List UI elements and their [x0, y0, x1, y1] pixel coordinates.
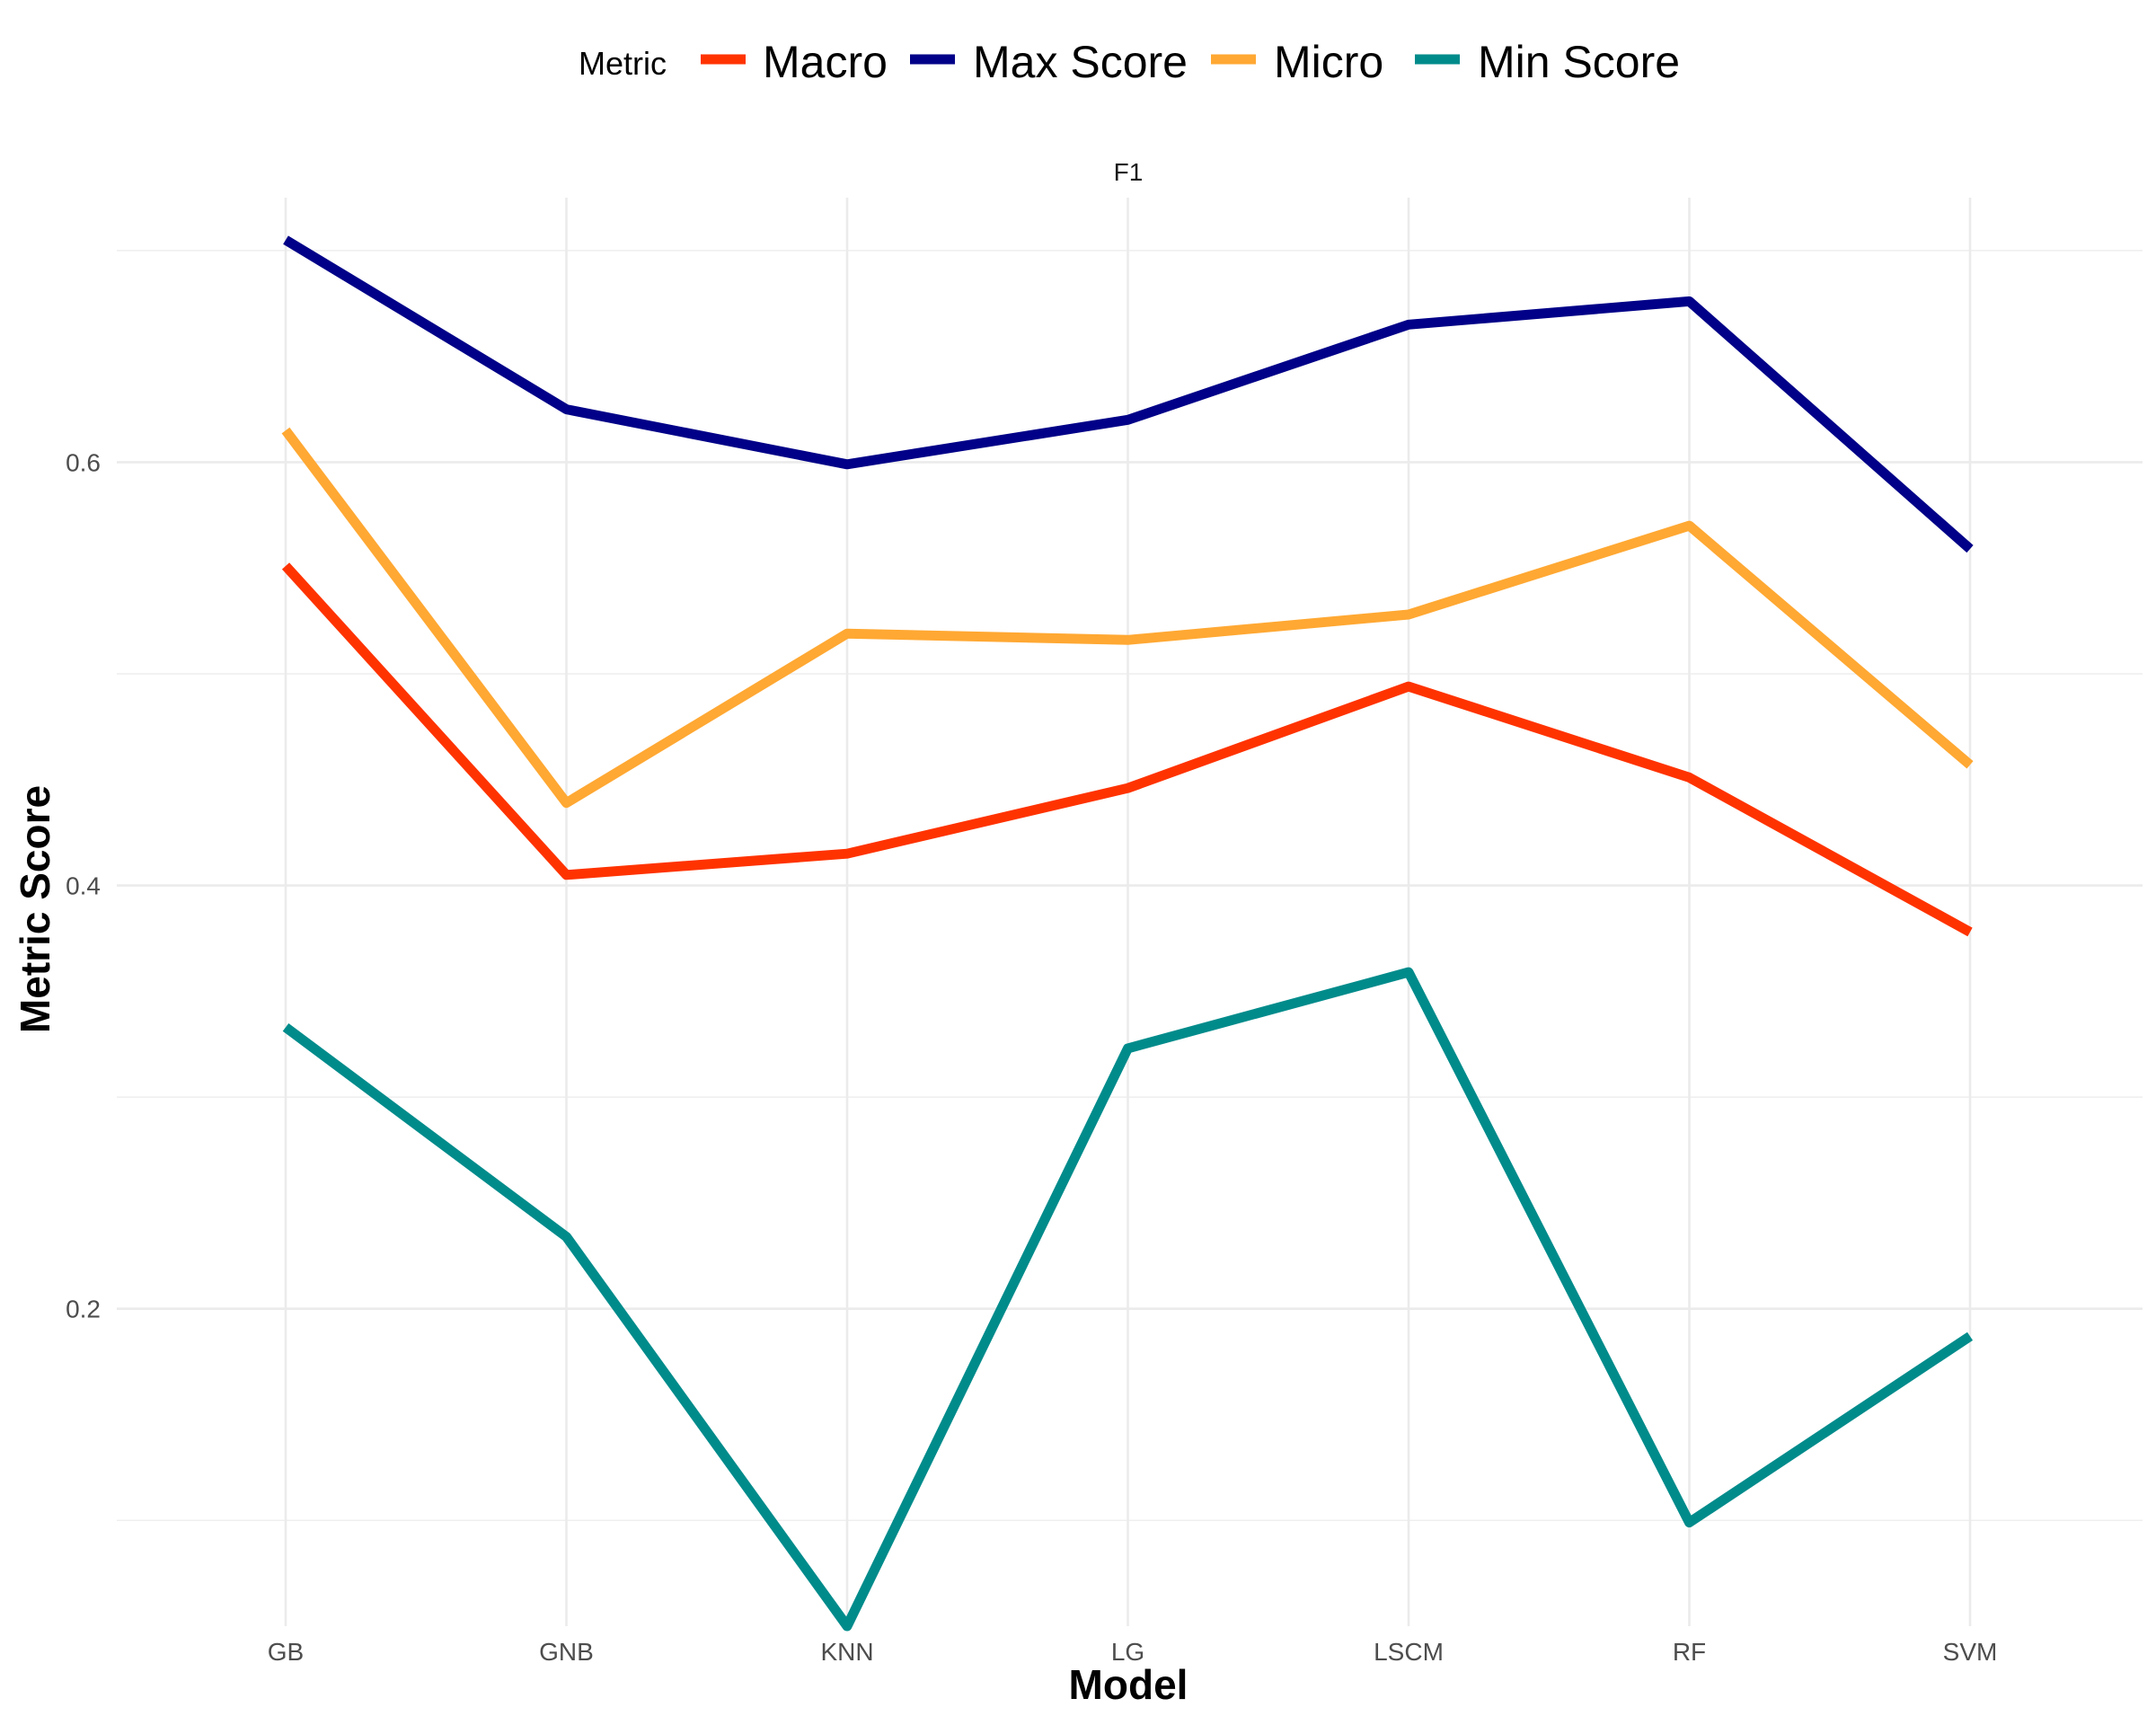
series-line-max-score: [283, 235, 1974, 553]
series-line-micro: [281, 427, 1974, 809]
x-tick-label: SVM: [1943, 1638, 1998, 1666]
facet-label: F1: [1114, 158, 1144, 186]
y-tick-label: 0.4: [66, 872, 101, 900]
y-axis-title: Metric Score: [12, 785, 58, 1033]
legend-label: Micro: [1274, 37, 1383, 87]
legend-title: Metric: [579, 45, 667, 82]
series-line-macro: [281, 562, 1973, 937]
grid: [117, 198, 2143, 1626]
legend-label: Macro: [763, 37, 888, 87]
y-tick-label: 0.2: [66, 1296, 101, 1323]
x-tick-label: LSCM: [1374, 1638, 1444, 1666]
x-tick-label: GNB: [539, 1638, 594, 1666]
series-lines: [281, 235, 1974, 1632]
x-tick-label: RF: [1673, 1638, 1706, 1666]
legend-label: Min Score: [1478, 37, 1680, 87]
y-tick-label: 0.6: [66, 448, 101, 476]
tick-labels: 0.2 0.4 0.6 GB GNB KNN LG LSCM RF SVM: [66, 448, 1997, 1666]
series-line-min-score: [282, 967, 1974, 1632]
x-axis-title: Model: [1069, 1661, 1188, 1708]
x-tick-label: LG: [1111, 1638, 1144, 1666]
legend-label: Max Score: [973, 37, 1188, 87]
legend: Metric Macro Max Score Micro Min Score: [579, 37, 1680, 87]
x-tick-label: GB: [268, 1638, 304, 1666]
x-tick-label: KNN: [820, 1638, 873, 1666]
